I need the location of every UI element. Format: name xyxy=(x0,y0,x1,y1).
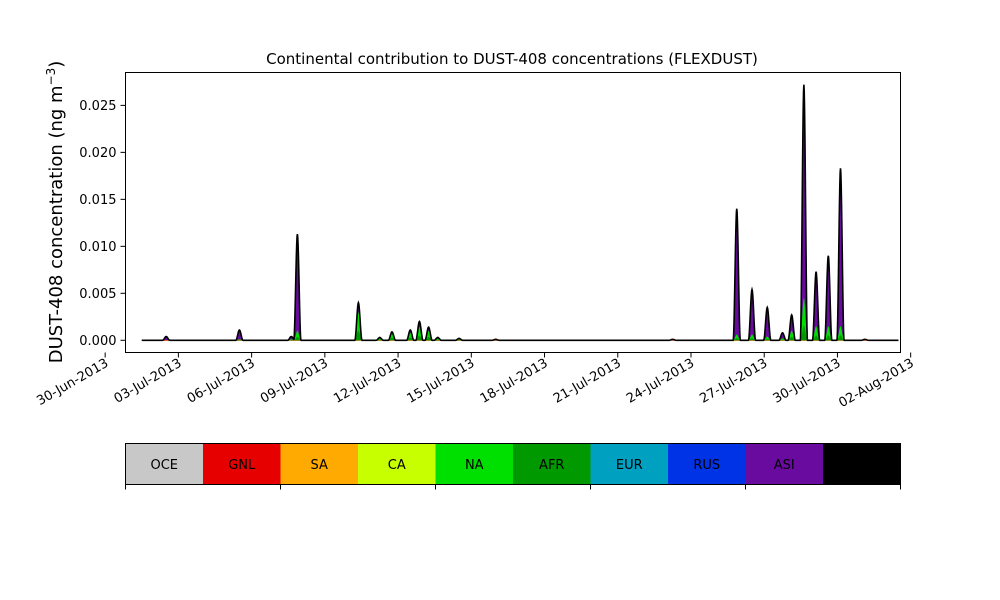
y-axis-label-main: DUST-408 concentration (ng m xyxy=(46,85,67,363)
legend-swatch xyxy=(435,443,513,485)
y-ticks: 0.000 0.005 0.010 0.015 0.020 0.025 xyxy=(79,99,126,349)
x-tick-label: 03-Jul-2013 xyxy=(112,356,185,407)
legend-item-rus: RUS xyxy=(668,443,746,485)
legend-item-aus: AUS xyxy=(823,443,901,485)
legend-item-na: NA xyxy=(435,443,513,485)
y-tick-label: 0.025 xyxy=(79,99,116,114)
legend-item-asi: ASI xyxy=(745,443,823,485)
y-axis-label-sup: −3 xyxy=(44,68,58,86)
legend-label: EUR xyxy=(616,458,643,473)
x-tick-label: 21-Jul-2013 xyxy=(551,356,624,407)
x-tick-label: 30-Jul-2013 xyxy=(771,356,844,407)
y-tick-label: 0.020 xyxy=(79,146,116,161)
legend-item-gnl: GNL xyxy=(203,443,281,485)
legend-item-oce: OCE xyxy=(125,443,203,485)
y-tick-label: 0.015 xyxy=(79,193,116,208)
x-tick-label: 06-Jul-2013 xyxy=(185,356,258,407)
legend-label: RUS xyxy=(693,458,720,473)
x-tick-label: 02-Aug-2013 xyxy=(836,356,916,411)
legend-label: SA xyxy=(311,458,328,473)
legend: OCE GNL SA CA NA AFR EUR RUS ASI AUS xyxy=(125,443,901,490)
legend-label: ASI xyxy=(774,458,795,473)
y-tick-label: 0.000 xyxy=(79,334,116,349)
x-ticks: 30-Jun-2013 03-Jul-2013 06-Jul-2013 09-Jul-… xyxy=(34,352,917,411)
series-line-total xyxy=(141,84,899,342)
legend-item-afr: AFR xyxy=(513,443,591,485)
legend-item-ca: CA xyxy=(358,443,436,485)
x-tick-label: 27-Jul-2013 xyxy=(697,356,770,407)
legend-swatch xyxy=(513,443,591,485)
x-tick-label: 18-Jul-2013 xyxy=(478,356,551,407)
y-axis-label: DUST-408 concentration (ng m−3) xyxy=(44,61,67,364)
legend-swatch xyxy=(203,443,281,485)
legend-swatch xyxy=(823,443,901,485)
legend-label: AFR xyxy=(539,458,564,473)
series-area-asi xyxy=(141,84,899,341)
legend-swatch xyxy=(590,443,668,485)
plot-area xyxy=(141,84,899,342)
axes-frame xyxy=(125,72,901,353)
series-area-na xyxy=(141,298,899,341)
y-tick-label: 0.010 xyxy=(79,240,116,255)
x-tick-label: 09-Jul-2013 xyxy=(258,356,331,407)
legend-swatch xyxy=(280,443,358,485)
legend-swatch xyxy=(745,443,823,485)
chart-title: Continental contribution to DUST-408 con… xyxy=(266,50,758,68)
legend-swatch xyxy=(125,443,203,485)
legend-label: CA xyxy=(388,458,406,473)
y-axis-label-tail: ) xyxy=(46,61,67,68)
legend-item-sa: SA xyxy=(280,443,358,485)
legend-label: NA xyxy=(465,458,484,473)
legend-label: OCE xyxy=(150,458,178,473)
x-tick-label: 24-Jul-2013 xyxy=(624,356,697,407)
x-tick-label: 12-Jul-2013 xyxy=(331,356,404,407)
y-tick-label: 0.005 xyxy=(79,287,116,302)
legend-label: GNL xyxy=(228,458,256,473)
legend-label: AUS xyxy=(848,458,875,473)
legend-swatch xyxy=(668,443,746,485)
x-tick-label: 15-Jul-2013 xyxy=(404,356,477,407)
legend-item-eur: EUR xyxy=(590,443,668,485)
legend-frame xyxy=(125,443,901,485)
legend-swatch xyxy=(358,443,436,485)
